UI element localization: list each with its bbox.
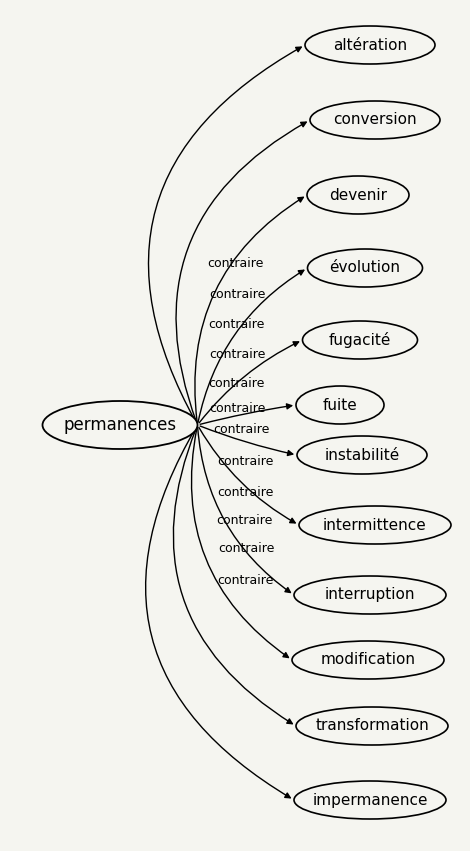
Ellipse shape	[297, 436, 427, 474]
Text: devenir: devenir	[329, 187, 387, 203]
Text: contraire: contraire	[208, 318, 265, 331]
Text: modification: modification	[321, 653, 415, 667]
Ellipse shape	[305, 26, 435, 64]
Text: fuite: fuite	[322, 397, 357, 413]
Text: altération: altération	[333, 37, 407, 53]
Text: interruption: interruption	[325, 587, 415, 603]
Text: contraire: contraire	[218, 454, 274, 468]
Ellipse shape	[303, 321, 417, 359]
Text: intermittence: intermittence	[323, 517, 427, 533]
Text: instabilité: instabilité	[324, 448, 400, 462]
Text: contraire: contraire	[217, 486, 273, 499]
Ellipse shape	[310, 101, 440, 139]
Ellipse shape	[42, 401, 197, 449]
Text: permanences: permanences	[63, 416, 177, 434]
Text: fugacité: fugacité	[329, 332, 391, 348]
Text: contraire: contraire	[218, 542, 274, 556]
Text: contraire: contraire	[209, 403, 266, 415]
Text: transformation: transformation	[315, 718, 429, 734]
Ellipse shape	[296, 707, 448, 745]
Text: contraire: contraire	[207, 257, 263, 270]
Text: contraire: contraire	[218, 574, 274, 587]
Text: contraire: contraire	[209, 288, 266, 300]
Text: contraire: contraire	[208, 377, 265, 390]
Ellipse shape	[299, 506, 451, 544]
Text: conversion: conversion	[333, 112, 417, 128]
Text: contraire: contraire	[209, 348, 266, 361]
Ellipse shape	[307, 176, 409, 214]
Ellipse shape	[307, 249, 423, 287]
Ellipse shape	[294, 576, 446, 614]
Ellipse shape	[296, 386, 384, 424]
Ellipse shape	[294, 781, 446, 819]
Ellipse shape	[292, 641, 444, 679]
Text: évolution: évolution	[329, 260, 400, 276]
Text: impermanence: impermanence	[312, 792, 428, 808]
Text: contraire: contraire	[213, 424, 270, 437]
Text: contraire: contraire	[216, 514, 273, 528]
